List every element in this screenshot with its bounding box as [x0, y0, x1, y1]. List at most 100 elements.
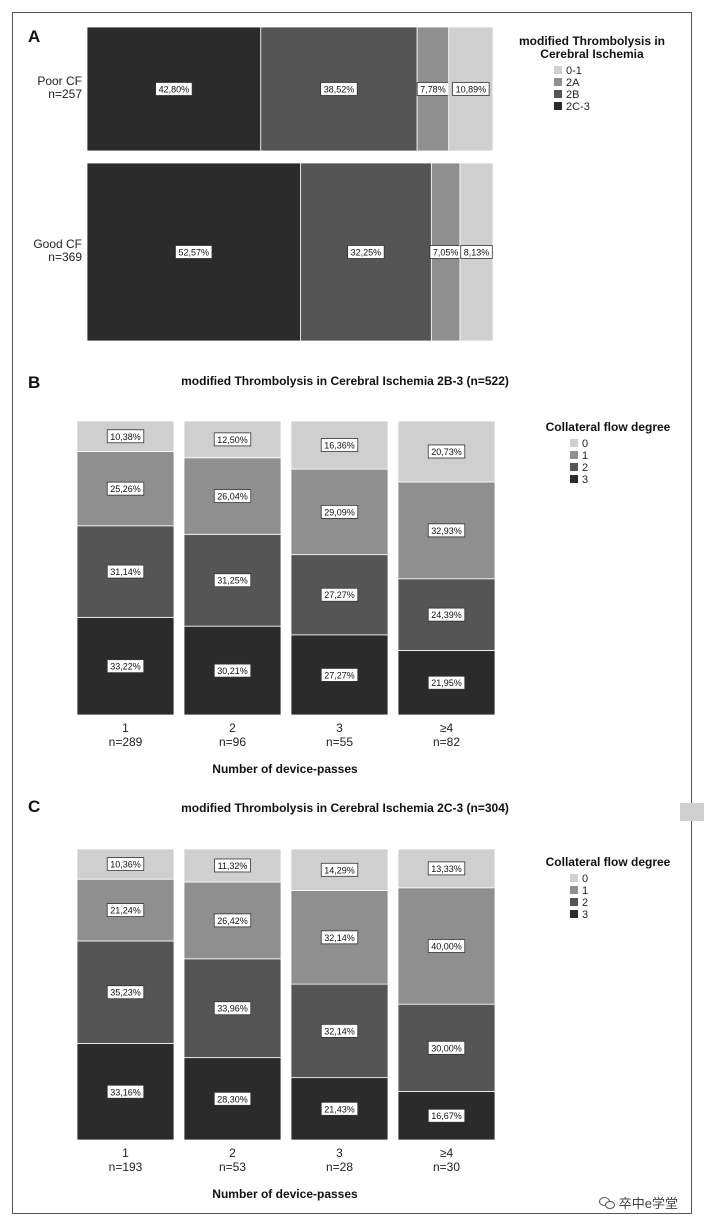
panel-b-bar-label-box [427, 444, 466, 459]
panel-b-bar-label-box [106, 429, 145, 444]
panel-c-legend-entry: 3 [582, 909, 588, 921]
panel-c-legend-swatch [570, 910, 578, 918]
panel-b-legend-entry: 3 [582, 474, 588, 486]
panel-a-bar-label-group: 8,13% [460, 245, 493, 259]
panel-b-legend-entry: 1 [582, 450, 588, 462]
panel-b-category-label: 2 [229, 721, 236, 735]
panel-a-bar-label-box [320, 82, 358, 96]
panel-b-legend-swatch [570, 463, 578, 471]
panel-a-legend-swatch [554, 66, 562, 74]
panel-b-letter: B [28, 373, 40, 392]
panel-b-bar-label-box [320, 504, 359, 519]
panel-c-bar-label-box [106, 985, 145, 1000]
panel-b-legend-title: Collateral flow degree [546, 420, 671, 434]
panel-b-bar-label-box [213, 663, 252, 678]
panel-a-bar-label-group: 7,05% [429, 245, 462, 259]
figure-border [12, 12, 692, 1214]
panel-c-category-label: 3 [336, 1146, 343, 1160]
panel-b-bar-label-group: 26,04% [213, 489, 252, 503]
panel-c-bar-label-box [320, 930, 359, 945]
panel-c-bar-label-box [213, 913, 252, 928]
panel-a-bar-label-box [460, 245, 493, 259]
panel-b-bar-label-group: 27,27% [320, 587, 359, 602]
panel-a-legend-swatch [554, 90, 562, 98]
panel-b-bar-label-box [320, 668, 359, 682]
panel-a-bar-label-group: 52,57% [175, 245, 213, 259]
panel-c-bar-label: 33,96% [217, 1004, 248, 1014]
panel-c-bar-label-box [106, 1084, 145, 1099]
panel-c-legend-title: Collateral flow degree [546, 855, 671, 869]
panel-b-bar-label: 27,27% [324, 670, 355, 680]
panel-b-bar-label-box [213, 573, 252, 588]
panel-c-category-n: n=53 [219, 1160, 246, 1174]
panel-a-legend-entry: 0-1 [566, 65, 582, 77]
panel-c-category-n: n=28 [326, 1160, 353, 1174]
panel-c-bar-label-box [106, 857, 145, 872]
panel-c-category-label: ≥4 [440, 1146, 454, 1160]
panel-b-bar-label-group: 21,95% [427, 675, 466, 690]
panel-c-legend-swatch [570, 898, 578, 906]
panel-c-bar-label-group: 10,36% [106, 857, 145, 872]
panel-b-legend-entry: 2 [582, 462, 588, 474]
panel-c-xlabel: Number of device-passes [212, 1187, 358, 1201]
panel-a-bar-label: 32,25% [351, 247, 382, 257]
panel-c-bar-label-group: 21,43% [320, 1101, 359, 1116]
panel-c-bar-label-group: 26,42% [213, 913, 252, 928]
panel-b-bar-label: 29,09% [324, 507, 355, 517]
panel-a-legend-swatch [554, 78, 562, 86]
panel-b-category-label: 3 [336, 721, 343, 735]
panel-b-bar-label-group: 30,21% [213, 663, 252, 678]
panel-a-category-label: n=369 [48, 250, 82, 264]
panel-a-category-label: Good CF [33, 237, 82, 251]
panel-c-bar-label-box [427, 939, 466, 953]
panel-c-bar-label: 26,42% [217, 916, 248, 926]
panel-b-bar-label-group: 24,39% [427, 607, 466, 622]
panel-a-bar-label: 38,52% [324, 84, 355, 94]
panel-b-bar-label: 25,26% [110, 484, 141, 494]
panel-c-bar-label-group: 40,00% [427, 939, 466, 953]
panel-c-category-n: n=193 [109, 1160, 143, 1174]
panel-c-legend-swatch [570, 886, 578, 894]
panel-c-bar-label: 21,24% [110, 906, 141, 916]
panel-c-bar-label-group: 33,96% [213, 1001, 252, 1016]
panel-b-bar-label: 31,25% [217, 576, 248, 586]
panel-c-category-label: 2 [229, 1146, 236, 1160]
panel-c-bar-label: 21,43% [324, 1104, 355, 1114]
panel-b-category-n: n=96 [219, 735, 246, 749]
panel-a-bar-label: 10,89% [456, 84, 487, 94]
panel-b-bar-label-box [427, 523, 466, 538]
panel-a-legend-swatch [554, 102, 562, 110]
panel-a-bar-label-group: 32,25% [347, 245, 385, 259]
panel-b-bar-label-group: 27,27% [320, 668, 359, 682]
panel-b-bar-label-group: 10,38% [106, 429, 145, 444]
panel-b-bar-label-box [320, 587, 359, 602]
panel-c-bar-label-group: 32,14% [320, 930, 359, 945]
panel-a-bar-label-group: 38,52% [320, 82, 358, 96]
panel-b-bar-label-group: 12,50% [213, 432, 252, 447]
panel-a-bar-label-box [347, 245, 385, 259]
panel-b-bar-label: 27,27% [324, 590, 355, 600]
panel-a-bar-label-box [175, 245, 213, 259]
panel-c-bar-label-box [213, 1091, 252, 1106]
panel-b-xlabel: Number of device-passes [212, 762, 358, 776]
panel-c-bar-label-box [214, 858, 251, 873]
panel-b-bar-label: 16,36% [324, 441, 355, 451]
panel-c-bar-label-box [213, 1001, 252, 1016]
panel-b-bar-label-box [106, 481, 145, 496]
wechat-icon [598, 1196, 615, 1209]
panel-a-bar-label-group: 42,80% [155, 82, 193, 96]
panel-a-bar-label: 7,05% [433, 247, 459, 257]
panel-c-bar-label-group: 21,24% [106, 903, 145, 917]
panel-b-bar-label-box [106, 564, 145, 579]
panel-b-bar-label: 24,39% [431, 610, 462, 620]
panel-c-bar-label-box [427, 1108, 466, 1123]
watermark-text: 卒中e学堂 [618, 1196, 678, 1211]
panel-c-bar-label-group: 28,30% [213, 1091, 252, 1106]
panel-a-bar-label: 7,78% [420, 84, 446, 94]
panel-b-bar-label-group: 29,09% [320, 504, 359, 519]
side-scroll-tab[interactable] [680, 803, 704, 821]
panel-b-legend-swatch [570, 439, 578, 447]
panel-c-bar-label-group: 13,33% [427, 861, 466, 876]
panel-a-bar-label-box [452, 82, 490, 96]
panel-c-bar-label-box [320, 1101, 359, 1116]
